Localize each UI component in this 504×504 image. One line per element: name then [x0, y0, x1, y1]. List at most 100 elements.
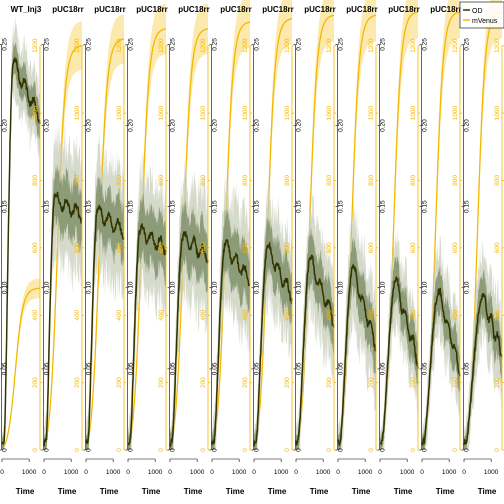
y2-tick-label: 800 — [32, 175, 39, 186]
y-tick-label: 0 — [170, 448, 177, 452]
y2-tick-label: 600 — [200, 242, 207, 253]
x-axis-label: Time — [394, 487, 413, 496]
y2-tick-label: 600 — [452, 242, 459, 253]
x-tick-label: 1000 — [232, 469, 247, 476]
od-band-inner — [212, 207, 250, 450]
y-tick-label: 0.25 — [254, 38, 261, 51]
x-tick-label: 0 — [210, 469, 214, 476]
y2-tick-label: 400 — [200, 309, 207, 320]
legend-label: mVenus — [472, 18, 498, 25]
y-tick-label: 0.05 — [128, 362, 135, 375]
venus-line — [295, 14, 335, 451]
od-line — [43, 191, 83, 447]
y2-tick-label: 1000 — [158, 105, 165, 120]
od-line — [169, 231, 209, 448]
y2-tick-label: 400 — [494, 309, 501, 320]
x-axis-label: Time — [142, 487, 161, 496]
y-tick-label: 0 — [212, 448, 219, 452]
y2-tick-label: 1200 — [116, 38, 123, 53]
y2-tick-label: 200 — [116, 377, 123, 388]
y2-tick-label: 200 — [158, 377, 165, 388]
od-line — [295, 254, 335, 447]
od-line — [127, 223, 167, 446]
y-tick-label: 0.10 — [464, 281, 471, 294]
panel: 0 0.05 0.10 0.15 0.20 0.25 0 200 400 600 800 1000 12… — [335, 0, 378, 496]
y2-tick-label: 1000 — [242, 105, 249, 120]
y2-tick-label: 1000 — [368, 105, 375, 120]
y2-tick-label: 200 — [242, 377, 249, 388]
x-axis-label: Time — [436, 487, 455, 496]
y-tick-label: 0.15 — [380, 200, 387, 213]
od-line — [463, 292, 503, 445]
y-tick-label: 0 — [296, 448, 303, 452]
y2-tick-label: 200 — [74, 377, 81, 388]
y-tick-label: 0.15 — [254, 200, 261, 213]
x-tick-label: 1000 — [64, 469, 79, 476]
od-band-outer — [464, 240, 502, 450]
y-tick-label: 0.10 — [170, 281, 177, 294]
od-line — [421, 287, 461, 447]
od-line — [85, 203, 125, 445]
y2-tick-label: 1200 — [452, 38, 459, 53]
y2-tick-label: 200 — [284, 377, 291, 388]
panel-title: pUC18rr — [52, 5, 84, 14]
y-tick-label: 0.20 — [254, 119, 261, 132]
panel-title: pUC18rr — [220, 5, 252, 14]
y2-tick-label: 800 — [116, 175, 123, 186]
x-axis-label: Time — [478, 487, 497, 496]
y2-tick-label: 1000 — [326, 105, 333, 120]
venus-line — [1, 287, 41, 451]
y-tick-label: 0.10 — [422, 281, 429, 294]
y2-tick-label: 1200 — [326, 38, 333, 53]
x-axis-label: Time — [100, 487, 119, 496]
x-axis-label: Time — [16, 487, 35, 496]
y2-tick-label: 0 — [32, 448, 39, 452]
venus-line — [127, 28, 167, 451]
y2-tick-label: 0 — [326, 448, 333, 452]
y2-tick-label: 200 — [368, 377, 375, 388]
y2-tick-label: 400 — [158, 309, 165, 320]
panel: 0 0.05 0.10 0.15 0.20 0.25 0 200 400 600 800 1000 12… — [41, 5, 84, 496]
y2-tick-label: 600 — [158, 242, 165, 253]
y2-tick-label: 0 — [284, 448, 291, 452]
od-band-outer — [338, 200, 376, 450]
od-band-outer — [254, 183, 292, 450]
y-tick-label: 0.25 — [464, 38, 471, 51]
x-tick-label: 0 — [294, 469, 298, 476]
y-tick-label: 0.20 — [170, 119, 177, 132]
x-tick-label: 1000 — [358, 469, 373, 476]
panel-title: pUC18rr — [178, 5, 210, 14]
y-tick-label: 0.05 — [212, 362, 219, 375]
panel-title: pUC18rr — [136, 5, 168, 14]
x-tick-label: 0 — [462, 469, 466, 476]
y-tick-label: 0.10 — [86, 281, 93, 294]
y2-tick-label: 800 — [242, 175, 249, 186]
y2-tick-label: 800 — [452, 175, 459, 186]
y-tick-label: 0 — [44, 448, 51, 452]
y2-tick-label: 1000 — [200, 105, 207, 120]
y2-tick-label: 400 — [452, 309, 459, 320]
panel: 0 0.05 0.10 0.15 0.20 0.25 0 200 400 600 800 1000 12… — [0, 5, 42, 496]
panel: 0 0.05 0.10 0.15 0.20 0.25 0 200 400 600 800 1000 12… — [461, 0, 504, 496]
x-tick-label: 0 — [42, 469, 46, 476]
y2-tick-label: 600 — [494, 242, 501, 253]
y-tick-label: 0 — [338, 448, 345, 452]
y-tick-label: 0.10 — [296, 281, 303, 294]
x-tick-label: 1000 — [400, 469, 415, 476]
y-tick-label: 0.10 — [380, 281, 387, 294]
od-line — [337, 263, 377, 447]
y2-tick-label: 400 — [74, 309, 81, 320]
x-tick-label: 0 — [168, 469, 172, 476]
venus-band — [212, 0, 250, 450]
x-tick-label: 0 — [84, 469, 88, 476]
x-axis-label: Time — [352, 487, 371, 496]
y2-tick-label: 1000 — [284, 105, 291, 120]
y-tick-label: 0.20 — [464, 119, 471, 132]
y2-tick-label: 200 — [452, 377, 459, 388]
y2-tick-label: 1200 — [158, 38, 165, 53]
y-tick-label: 0.15 — [422, 200, 429, 213]
legend-label: OD — [472, 8, 483, 15]
x-tick-label: 1000 — [484, 469, 499, 476]
y2-tick-label: 600 — [116, 242, 123, 253]
od-band-inner — [464, 268, 502, 450]
